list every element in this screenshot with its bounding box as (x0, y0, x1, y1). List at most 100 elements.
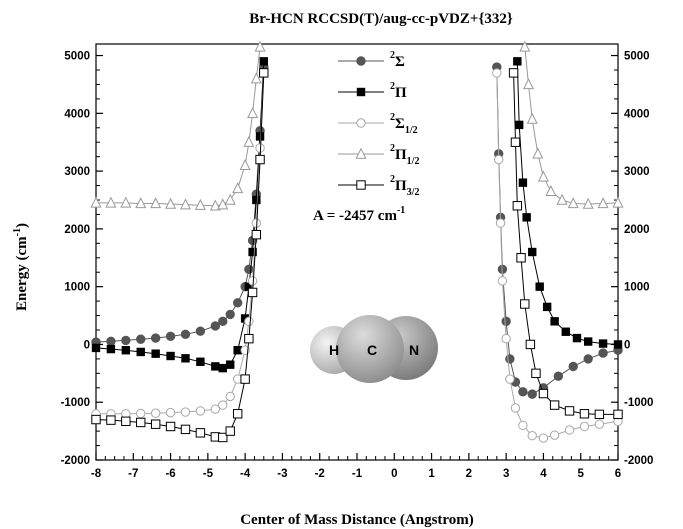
data-point (537, 170, 549, 182)
legend-label-base: Π (395, 178, 407, 194)
data-point (218, 400, 228, 410)
data-point (516, 253, 526, 263)
data-point (527, 431, 537, 441)
data-point (211, 362, 220, 371)
data-point (520, 299, 530, 309)
legend-label-sup: 2 (390, 50, 395, 61)
y-right-tick-label: 3000 (624, 166, 650, 178)
data-point (535, 282, 544, 291)
data-point (90, 196, 102, 208)
data-point (597, 197, 609, 209)
data-point (120, 196, 132, 208)
data-point (136, 408, 146, 419)
legend-marker (356, 180, 366, 190)
data-point (255, 154, 265, 165)
data-point (532, 147, 544, 159)
data-point (505, 354, 515, 364)
legend-label: 2Π3/2 (390, 174, 419, 198)
data-point (225, 391, 235, 402)
data-point (209, 199, 221, 211)
data-point (505, 374, 515, 384)
data-point (531, 368, 541, 379)
data-point (121, 335, 131, 346)
series-4 (90, 40, 624, 211)
data-point (254, 40, 266, 52)
y-right-tick-label: 0 (624, 339, 630, 351)
x-tick-label: 6 (615, 468, 621, 480)
data-point (165, 421, 176, 432)
data-point (613, 340, 623, 349)
data-point (510, 403, 521, 413)
y-right-tick-label: 2000 (624, 224, 650, 236)
annotation-main: A = -2457 cm (313, 208, 397, 224)
data-point (239, 159, 251, 171)
data-point (225, 426, 235, 436)
data-point (567, 197, 579, 209)
legend-label-base: Σ (395, 54, 405, 70)
y-left-tick-label: 0 (84, 339, 90, 351)
data-point (179, 198, 191, 210)
legend-label-sup: 2 (390, 174, 395, 185)
data-point (542, 302, 552, 312)
data-point (105, 196, 117, 208)
data-point (518, 420, 528, 431)
legend-marker (356, 118, 366, 128)
data-point (259, 57, 268, 66)
y-left-tick-label: 4000 (64, 108, 90, 120)
data-point (166, 351, 175, 361)
y-left-tick-label: 1000 (64, 282, 90, 294)
legend-label-base: Π (395, 85, 407, 101)
data-point (598, 348, 608, 358)
data-point (180, 424, 191, 435)
x-tick-label: 3 (503, 468, 509, 480)
legend-marker (356, 56, 366, 66)
atom-label-n: N (409, 342, 419, 358)
x-tick-label: -8 (91, 468, 102, 480)
y-axis-label-main: Energy (cm (14, 236, 30, 311)
data-point (218, 363, 227, 373)
legend-item-3: 2Σ1/2 (338, 112, 418, 136)
data-point (612, 196, 624, 208)
data-point (512, 201, 523, 211)
data-point (251, 229, 262, 240)
data-point (579, 421, 590, 432)
data-point (518, 387, 528, 397)
data-point (106, 336, 116, 346)
y-right-tick-label: 1000 (624, 282, 650, 294)
data-point (508, 68, 519, 78)
data-point (218, 432, 228, 443)
data-point (501, 316, 511, 327)
x-tick-label: -7 (128, 468, 138, 480)
data-point (582, 197, 594, 209)
series-layer (90, 40, 624, 443)
data-point (549, 400, 560, 410)
legend-label: 2Σ (390, 50, 405, 70)
x-axis-label: Center of Mass Distance (Angstrom) (240, 512, 474, 528)
data-point (550, 317, 559, 326)
data-point (225, 309, 235, 320)
molecule-illustration: H C N (310, 315, 438, 383)
y-left-tick-label: 5000 (64, 51, 90, 63)
data-point (538, 433, 549, 443)
data-point (556, 193, 568, 205)
data-point (495, 218, 506, 228)
data-point (195, 326, 206, 336)
data-point (549, 430, 560, 440)
legend-label-sub: 1/2 (405, 125, 418, 136)
data-point (150, 419, 161, 429)
data-point (136, 417, 146, 428)
legend-label: 2Σ1/2 (390, 112, 418, 136)
data-point (583, 354, 593, 364)
y-left-tick-label: -2000 (61, 455, 90, 467)
data-point (527, 389, 537, 399)
x-tick-label: -5 (203, 468, 214, 480)
legend-label-sub: 3/2 (407, 187, 420, 198)
data-point (218, 316, 228, 327)
legend-marker (356, 87, 366, 97)
data-point (136, 347, 145, 357)
legend-label-sub: 1/2 (407, 156, 420, 167)
atom-label-h: H (329, 342, 339, 358)
atom-label-c: C (367, 342, 377, 358)
